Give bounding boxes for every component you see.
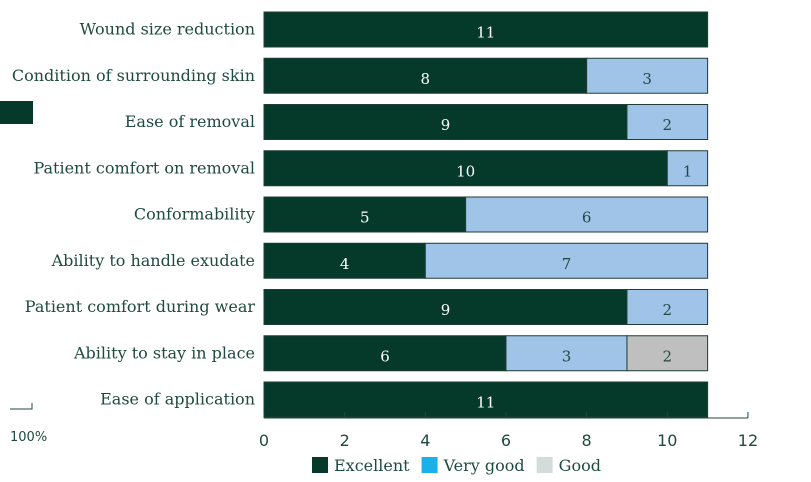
fragment-axis-line xyxy=(10,403,33,410)
x-tick-label-4: 4 xyxy=(420,431,430,450)
bar-excellent-patient-comfort-during-wear xyxy=(263,289,628,325)
data-label-excellent-conformability: 5 xyxy=(360,209,370,227)
bar-excellent-ease-of-removal xyxy=(263,104,628,140)
legend-label-good: Good xyxy=(559,456,601,475)
bar-excellent-ability-to-handle-exudate xyxy=(263,242,426,279)
bar-very-good-patient-comfort-during-wear xyxy=(626,289,709,325)
bar-excellent-condition-of-surrounding-skin xyxy=(263,57,588,94)
x-tick-label-12: 12 xyxy=(738,431,758,450)
category-label-conformability: Conformability xyxy=(134,205,255,224)
data-label-very-good-patient-comfort-during-wear: 2 xyxy=(663,301,673,319)
category-label-ease-of-application: Ease of application xyxy=(100,390,255,409)
category-label-ability-to-handle-exudate: Ability to handle exudate xyxy=(51,251,255,270)
category-labels: Wound size reduction Condition of surroun… xyxy=(12,20,255,409)
category-label-patient-comfort-on-removal: Patient comfort on removal xyxy=(33,158,255,177)
fragment-swatch xyxy=(0,101,33,124)
x-tick-label-6: 6 xyxy=(501,431,511,450)
data-label-excellent-condition-of-surrounding-skin: 8 xyxy=(421,70,431,88)
data-label-excellent-ability-to-handle-exudate: 4 xyxy=(340,255,350,273)
data-label-very-good-ease-of-removal: 2 xyxy=(663,116,673,134)
data-label-very-good-patient-comfort-on-removal: 1 xyxy=(683,162,693,180)
legend-swatch-excellent xyxy=(312,457,328,473)
bar-excellent-ability-to-stay-in-place xyxy=(263,335,507,372)
data-label-very-good-condition-of-surrounding-skin: 3 xyxy=(642,70,652,88)
bar-very-good-patient-comfort-on-removal xyxy=(666,150,709,187)
data-label-very-good-ability-to-handle-exudate: 7 xyxy=(562,255,572,273)
bar-excellent-wound-size-reduction xyxy=(263,11,709,48)
bar-good-ability-to-stay-in-place xyxy=(626,335,709,372)
data-label-excellent-ease-of-removal: 9 xyxy=(441,116,451,134)
bar-excellent-ease-of-application xyxy=(263,381,709,418)
x-tick-label-8: 8 xyxy=(582,431,592,450)
x-tick-label-2: 2 xyxy=(340,431,350,450)
legend-swatch-very-good xyxy=(421,457,438,473)
bar-very-good-ability-to-handle-exudate xyxy=(424,242,709,279)
bar-very-good-condition-of-surrounding-skin xyxy=(586,57,709,94)
data-label-good-ability-to-stay-in-place: 2 xyxy=(663,347,673,365)
category-label-ability-to-stay-in-place: Ability to stay in place xyxy=(73,343,255,362)
legend-label-very-good: Very good xyxy=(443,456,525,475)
bar-excellent-patient-comfort-on-removal xyxy=(263,150,668,187)
legend-label-excellent: Excellent xyxy=(334,456,410,475)
data-label-excellent-patient-comfort-during-wear: 9 xyxy=(441,301,451,319)
data-label-excellent-ease-of-application: 11 xyxy=(476,394,495,412)
legend: Excellent Very good Good xyxy=(312,456,601,475)
data-label-very-good-ability-to-stay-in-place: 3 xyxy=(562,347,572,365)
data-label-very-good-conformability: 6 xyxy=(582,209,592,227)
fragment-axis-label: 100% xyxy=(10,430,47,445)
data-label-excellent-wound-size-reduction: 11 xyxy=(476,24,495,42)
category-label-condition-of-surrounding-skin: Condition of surrounding skin xyxy=(12,66,255,85)
bar-very-good-ease-of-removal xyxy=(626,104,709,140)
category-label-ease-of-removal: Ease of removal xyxy=(125,112,255,131)
bar-very-good-conformability xyxy=(465,196,709,233)
category-label-patient-comfort-during-wear: Patient comfort during wear xyxy=(25,297,256,316)
x-tick-label-0: 0 xyxy=(259,431,269,450)
x-tick-label-10: 10 xyxy=(657,431,677,450)
data-label-excellent-patient-comfort-on-removal: 10 xyxy=(456,162,475,180)
bars-group: 11 8 3 9 2 10 1 5 6 4 7 9 2 6 3 2 11 xyxy=(263,11,709,418)
bar-excellent-conformability xyxy=(263,196,467,233)
category-label-wound-size-reduction: Wound size reduction xyxy=(80,20,255,39)
x-axis: 0 2 4 6 8 10 12 xyxy=(259,412,758,450)
left-chart-fragment: 100% xyxy=(0,101,47,445)
data-label-excellent-ability-to-stay-in-place: 6 xyxy=(380,347,390,365)
legend-swatch-good xyxy=(536,457,553,473)
